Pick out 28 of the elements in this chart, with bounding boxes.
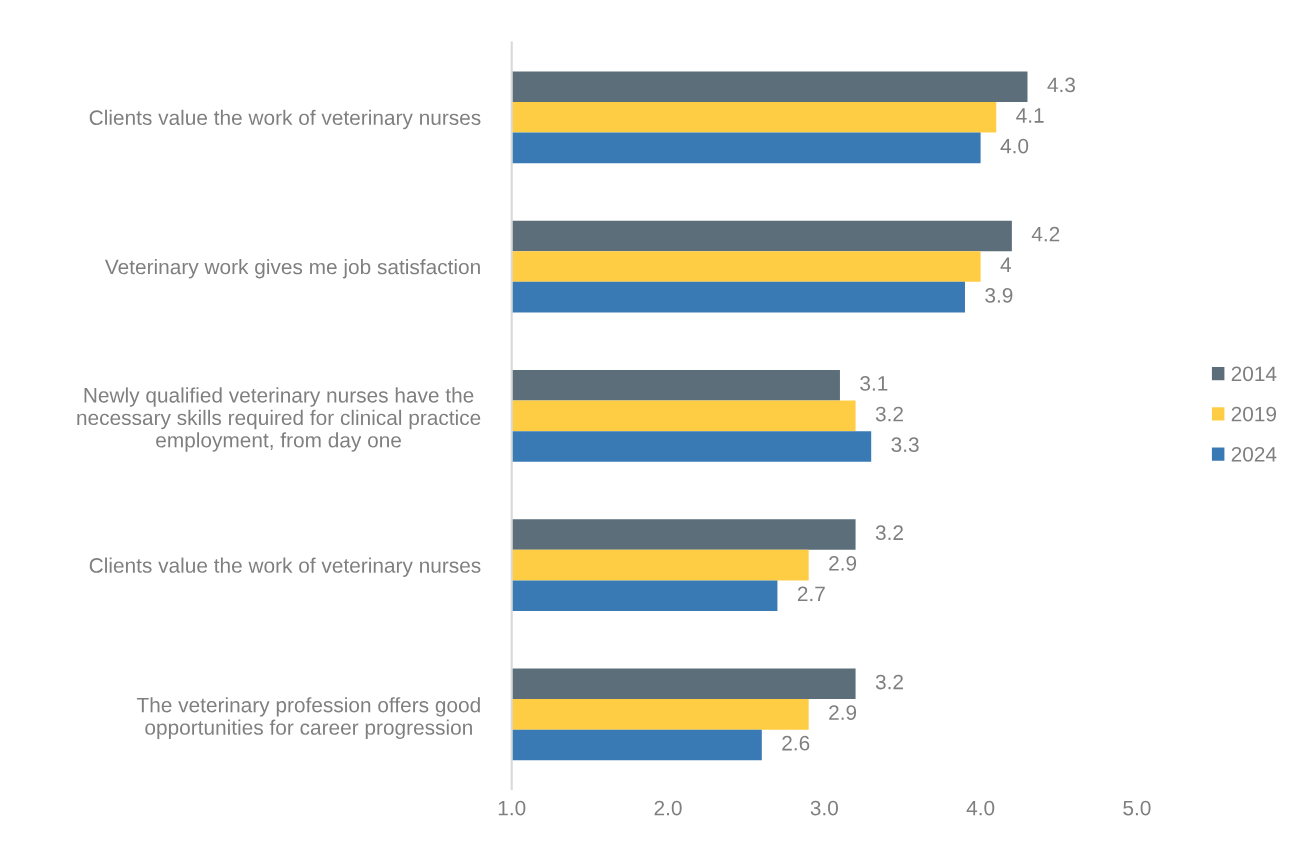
y-tick-label: Veterinary work gives me job satisfaction bbox=[104, 259, 480, 279]
data-label: 2.6 bbox=[782, 735, 810, 751]
data-label: 3.9 bbox=[985, 288, 1013, 303]
legend-label: 2014 bbox=[1231, 366, 1277, 382]
y-tick-label: Newly qualified veterinary nurses have the necessary skills required for clinical practice employment, from day one bbox=[77, 387, 481, 452]
data-label: 3.2 bbox=[875, 525, 903, 541]
y-tick-label: The veterinary profession offers good opportunities for career progression bbox=[136, 697, 480, 739]
data-label: 4.0 bbox=[1000, 138, 1029, 154]
data-label: 2.9 bbox=[829, 705, 857, 720]
data-label: 3.1 bbox=[860, 376, 888, 391]
x-tick-label: 3.0 bbox=[810, 800, 838, 816]
x-tick-label: 5.0 bbox=[1123, 800, 1151, 816]
data-label: 4.2 bbox=[1031, 226, 1060, 242]
x-tick-label: 1.0 bbox=[498, 800, 526, 816]
data-label: 3.2 bbox=[875, 406, 903, 422]
data-label: 2.7 bbox=[797, 586, 825, 602]
data-label: 3.2 bbox=[875, 674, 903, 690]
data-label: 3.3 bbox=[891, 437, 919, 453]
legend-label: 2019 bbox=[1231, 406, 1277, 422]
data-label: 4.1 bbox=[1016, 108, 1044, 123]
x-tick-label: 2.0 bbox=[654, 800, 682, 816]
legend-label: 2024 bbox=[1231, 446, 1277, 462]
data-label: 2.9 bbox=[829, 555, 857, 571]
data-label: 4.3 bbox=[1047, 77, 1075, 93]
data-label: 4 bbox=[1000, 257, 1012, 272]
y-tick-label: Clients value the work of veterinary nurses bbox=[89, 557, 481, 577]
x-tick-label: 4.0 bbox=[966, 800, 995, 816]
y-tick-label: Clients value the work of veterinary nurses bbox=[89, 109, 481, 130]
